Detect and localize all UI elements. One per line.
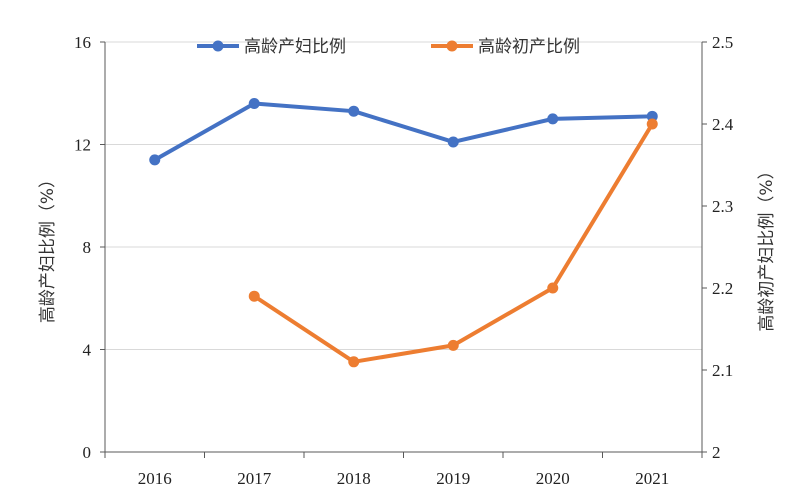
y-left-tick-label: 4 (83, 341, 92, 360)
series (149, 98, 658, 368)
y-left-tick-label: 12 (74, 136, 91, 155)
x-tick-label: 2019 (436, 469, 470, 488)
y-left-tick-label: 0 (83, 443, 92, 462)
x-tick-label: 2016 (138, 469, 172, 488)
x-tick-label: 2018 (337, 469, 371, 488)
data-point (149, 154, 161, 166)
data-point (348, 356, 360, 368)
data-point (447, 136, 459, 148)
data-point (646, 110, 658, 122)
y-left-tick-label: 16 (74, 33, 91, 52)
x-tick-label: 2017 (237, 469, 272, 488)
y-right-tick-label: 2.1 (712, 361, 733, 380)
gridlines (105, 41, 702, 350)
series-1 (149, 98, 658, 166)
data-point (646, 118, 658, 130)
y-right-tick-label: 2.4 (712, 115, 734, 134)
series-line (152, 101, 655, 162)
y-right-tick-label: 2.3 (712, 197, 733, 216)
legend-item-2: 高龄初产比例 (431, 37, 580, 57)
legend-label: 高龄初产比例 (478, 37, 580, 57)
data-point (547, 282, 559, 294)
y-right-tick-label: 2.5 (712, 33, 733, 52)
data-point (248, 98, 260, 109)
data-point (547, 113, 559, 125)
legend-label: 高龄产妇比例 (244, 37, 346, 57)
y-left-tick-label: 8 (83, 238, 92, 257)
legend-item-1: 高龄产妇比例 (197, 37, 346, 57)
y-right-tick-label: 2 (712, 443, 721, 462)
legend-marker (212, 40, 224, 52)
x-tick-label: 2020 (536, 469, 570, 488)
legend-marker (446, 40, 458, 52)
axes: 0 4 8 12 16 2 2.1 2.2 2.3 2.4 2.5 2016 2017 2018 2019 2… (74, 33, 734, 488)
legend: 高龄产妇比例 高龄初产比例 (197, 37, 580, 57)
y-axis-left-title: 高龄产妇比例（%） (38, 171, 58, 323)
series-line (252, 122, 655, 364)
data-point (348, 105, 360, 117)
series-2 (248, 118, 658, 368)
data-point (248, 290, 260, 302)
y-axis-right-title: 高龄初产妇比例（%） (757, 162, 777, 331)
y-right-tick-label: 2.2 (712, 279, 733, 298)
x-tick-label: 2021 (635, 469, 669, 488)
data-point (447, 339, 459, 351)
